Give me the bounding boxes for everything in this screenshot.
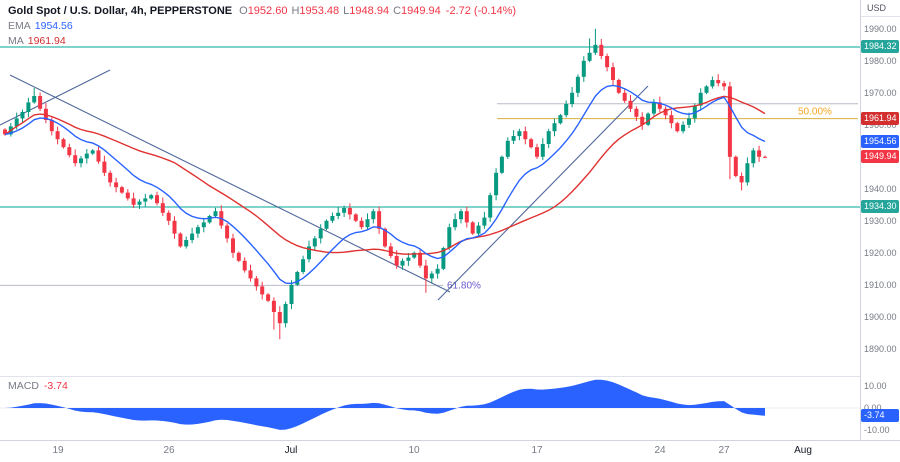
price-tick: 1920.00 xyxy=(864,248,897,258)
symbol-title[interactable]: Gold Spot / U.S. Dollar, 4h, PEPPERSTONE xyxy=(8,5,233,17)
price-tick: 1910.00 xyxy=(864,280,897,290)
chart-legend: Gold Spot / U.S. Dollar, 4h, PEPPERSTONE… xyxy=(8,4,516,49)
macd-badge: -3.74 xyxy=(861,409,899,422)
trendline[interactable] xyxy=(437,85,649,301)
macd-tick: 0.00 xyxy=(864,403,882,413)
time-label: 26 xyxy=(163,445,175,456)
time-label: 10 xyxy=(408,445,420,456)
trendlines-layer xyxy=(0,69,649,301)
price-badge: 1934.30 xyxy=(861,200,899,213)
high-label: H xyxy=(291,5,300,17)
time-label: 19 xyxy=(52,445,64,456)
ema-legend-row[interactable]: EMA 1954.56 xyxy=(8,19,516,34)
close-label: C xyxy=(393,5,402,17)
high-value: 1953.48 xyxy=(299,5,340,17)
candles-layer xyxy=(3,28,767,340)
ema-line-layer xyxy=(4,84,766,285)
fib-label[interactable]: 50.00% xyxy=(798,107,832,118)
ma-value: 1961.94 xyxy=(27,35,66,47)
ema-label: EMA xyxy=(8,20,31,32)
time-label: 17 xyxy=(531,445,543,456)
close-value: 1949.94 xyxy=(401,5,441,17)
low-value: 1948.94 xyxy=(349,5,390,17)
symbol-ohlc-row: Gold Spot / U.S. Dollar, 4h, PEPPERSTONE… xyxy=(8,4,516,19)
macd-legend-row[interactable]: MACD -3.74 xyxy=(8,380,68,392)
currency-header: USD xyxy=(861,0,900,17)
price-tick: 1980.00 xyxy=(864,56,897,66)
candlestick-chart[interactable]: 61.80% 50.00% xyxy=(0,0,860,440)
price-badge: 1949.94 xyxy=(861,150,899,163)
time-label: Jul xyxy=(284,445,298,456)
trendline[interactable] xyxy=(9,74,451,293)
trendline[interactable] xyxy=(0,69,111,126)
price-badge: 1984.32 xyxy=(861,40,899,53)
price-tick: 1960.00 xyxy=(864,120,897,130)
time-label: 24 xyxy=(654,445,666,456)
macd-value: -3.74 xyxy=(43,380,68,392)
price-badge: 1954.56 xyxy=(861,135,899,148)
macd-label: MACD xyxy=(8,380,39,392)
level-lines-layer xyxy=(0,46,860,208)
price-badge: 1961.94 xyxy=(861,112,899,125)
pane-separator[interactable] xyxy=(0,376,860,377)
ema-value: 1954.56 xyxy=(34,20,73,32)
macd-area-layer xyxy=(0,379,860,430)
time-label: 27 xyxy=(718,445,730,456)
ma-label: MA xyxy=(8,35,24,47)
open-label: O xyxy=(239,5,248,17)
low-label: L xyxy=(343,5,350,17)
price-tick: 1930.00 xyxy=(864,216,897,226)
currency-label: USD xyxy=(867,3,887,13)
price-axis[interactable]: USD 1990.001980.001970.001960.001950.001… xyxy=(860,0,900,440)
price-tick: 1940.00 xyxy=(864,184,897,194)
macd-tick: 10.00 xyxy=(864,381,887,391)
fib-levels-layer: 61.80% 50.00% xyxy=(0,107,858,291)
macd-tick: -10.00 xyxy=(864,425,890,435)
time-label: Aug xyxy=(794,445,812,456)
ma-legend-row[interactable]: MA 1961.94 xyxy=(8,34,516,49)
price-tick: 1970.00 xyxy=(864,88,897,98)
time-axis[interactable]: 19 26 Jul 10 17 24 27 Aug xyxy=(0,440,900,462)
fib-label[interactable]: 61.80% xyxy=(447,280,481,291)
ma-line-layer xyxy=(4,95,766,255)
price-tick: 1890.00 xyxy=(864,344,897,354)
change-value: -2.72 (-0.14%) xyxy=(445,5,517,17)
price-tick: 1900.00 xyxy=(864,312,897,322)
price-tick: 1990.00 xyxy=(864,24,897,34)
open-value: 1952.60 xyxy=(247,5,288,17)
